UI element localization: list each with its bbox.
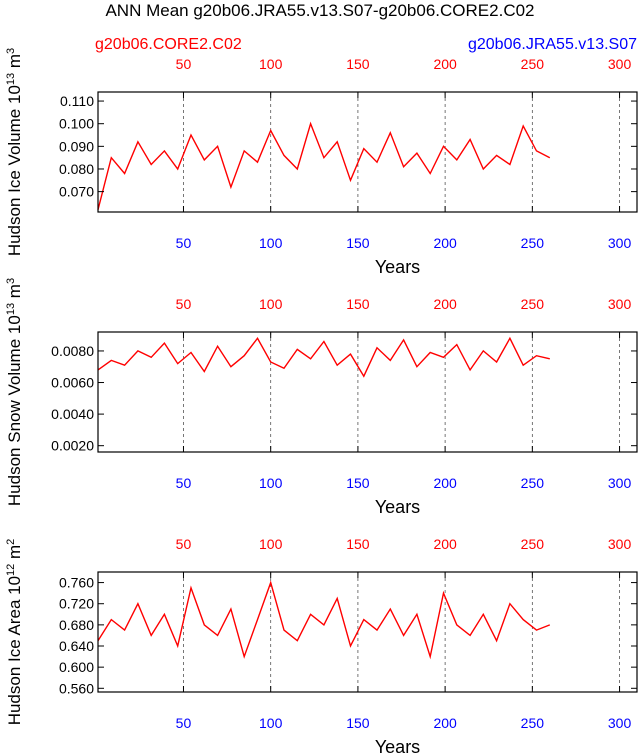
y-axis-label-yunit: 10 bbox=[5, 85, 24, 104]
top-x-tick-label: 300 bbox=[608, 56, 632, 72]
bottom-x-tick-label: 200 bbox=[433, 235, 457, 251]
y-axis-label-yunit-suffix-exp: 3 bbox=[5, 278, 17, 284]
y-axis-label: Hudson Snow Volume 1013 m3 bbox=[5, 278, 24, 506]
x-axis-label: Years bbox=[375, 257, 420, 277]
y-axis-label-yunit-exp: 13 bbox=[5, 73, 17, 85]
y-axis-label-yunit: 10 bbox=[5, 576, 24, 595]
series-line-g20b06-CORE2-C02 bbox=[97, 336, 550, 378]
top-x-tick-label: 250 bbox=[521, 56, 545, 72]
top-x-tick-label: 150 bbox=[346, 296, 370, 312]
top-x-tick-label: 100 bbox=[259, 536, 283, 552]
y-axis-label-yunit-suffix-exp: 3 bbox=[5, 48, 17, 54]
y-tick-label: 0.720 bbox=[59, 596, 94, 612]
figure-title: ANN Mean g20b06.JRA55.v13.S07-g20b06.COR… bbox=[105, 1, 534, 20]
plot-frame bbox=[97, 91, 638, 213]
x-axis-label: Years bbox=[375, 497, 420, 517]
bottom-x-tick-label: 150 bbox=[346, 235, 370, 251]
bottom-x-tick-label: 100 bbox=[259, 475, 283, 491]
top-x-tick-label: 200 bbox=[433, 56, 457, 72]
y-tick-label: 0.600 bbox=[59, 659, 94, 675]
y-tick-label: 0.560 bbox=[59, 680, 94, 696]
top-x-tick-label: 50 bbox=[176, 56, 192, 72]
y-axis-label-yunit-exp: 12 bbox=[5, 564, 17, 576]
bottom-x-tick-label: 200 bbox=[433, 475, 457, 491]
y-tick-label: 0.070 bbox=[59, 184, 94, 200]
bottom-x-tick-label: 50 bbox=[176, 235, 192, 251]
x-axis-label: Years bbox=[375, 737, 420, 753]
y-axis-label-yunit-suffix: m bbox=[5, 545, 24, 564]
plot-frame bbox=[97, 571, 638, 693]
top-x-tick-label: 300 bbox=[608, 536, 632, 552]
bottom-x-tick-label: 150 bbox=[346, 715, 370, 731]
y-tick-label: 0.0020 bbox=[51, 438, 94, 454]
y-axis-label-ylabel: Hudson Ice Volume bbox=[5, 104, 24, 256]
y-tick-label: 0.640 bbox=[59, 638, 94, 654]
chart-panel-1: 0.070 0.080 0.090 0.100 0.110 50 100 150 200 250 3… bbox=[5, 48, 638, 277]
top-x-tick-label: 300 bbox=[608, 296, 632, 312]
top-x-tick-label: 150 bbox=[346, 536, 370, 552]
y-axis-label-yunit-suffix-exp: 2 bbox=[5, 539, 17, 545]
series-line-g20b06-CORE2-C02 bbox=[97, 121, 551, 210]
y-tick-label: 0.0040 bbox=[51, 406, 94, 422]
top-x-tick-label: 250 bbox=[521, 536, 545, 552]
bottom-x-tick-label: 150 bbox=[346, 475, 370, 491]
y-tick-label: 0.110 bbox=[60, 93, 94, 109]
top-x-tick-label: 200 bbox=[433, 536, 457, 552]
y-tick-label: 0.0080 bbox=[51, 343, 94, 359]
bottom-x-tick-label: 100 bbox=[259, 235, 283, 251]
y-axis-label-ylabel: Hudson Snow Volume bbox=[5, 334, 24, 506]
top-x-tick-label: 200 bbox=[433, 296, 457, 312]
y-tick-label: 0.0060 bbox=[51, 375, 94, 391]
bottom-x-tick-label: 300 bbox=[608, 475, 632, 491]
bottom-x-tick-label: 100 bbox=[259, 715, 283, 731]
top-x-tick-label: 100 bbox=[259, 56, 283, 72]
legend-core2: g20b06.CORE2.C02 bbox=[95, 36, 242, 53]
y-axis-label-yunit-suffix: m bbox=[5, 54, 24, 73]
y-tick-label: 0.680 bbox=[59, 617, 94, 633]
series-line-g20b06-CORE2-C02 bbox=[97, 580, 551, 660]
y-tick-label: 0.090 bbox=[59, 138, 94, 154]
top-x-tick-label: 100 bbox=[259, 296, 283, 312]
y-tick-label: 0.080 bbox=[59, 161, 94, 177]
chart-panel-2: 0.0020 0.0040 0.0060 0.0080 50 100 150 200 250 30… bbox=[5, 278, 638, 517]
y-axis-label-yunit: 10 bbox=[5, 315, 24, 334]
top-x-tick-label: 250 bbox=[521, 296, 545, 312]
y-tick-label: 0.100 bbox=[59, 116, 94, 132]
y-axis-label-yunit-exp: 13 bbox=[5, 303, 17, 315]
y-axis-label: Hudson Ice Volume 1013 m3 bbox=[5, 48, 24, 256]
plot-frame bbox=[97, 331, 638, 453]
top-x-tick-label: 50 bbox=[176, 296, 192, 312]
bottom-x-tick-label: 50 bbox=[176, 475, 192, 491]
bottom-x-tick-label: 250 bbox=[521, 715, 545, 731]
top-x-tick-label: 150 bbox=[346, 56, 370, 72]
chart-panel-3: 0.560 0.600 0.640 0.680 0.720 0.760 50 100 150 20… bbox=[5, 536, 638, 753]
bottom-x-tick-label: 200 bbox=[433, 715, 457, 731]
y-tick-label: 0.760 bbox=[59, 575, 94, 591]
bottom-x-tick-label: 300 bbox=[608, 715, 632, 731]
top-x-tick-label: 50 bbox=[176, 536, 192, 552]
bottom-x-tick-label: 250 bbox=[521, 235, 545, 251]
bottom-x-tick-label: 50 bbox=[176, 715, 192, 731]
y-axis-label-ylabel: Hudson Ice Area bbox=[5, 595, 24, 725]
bottom-x-tick-label: 250 bbox=[521, 475, 545, 491]
legend-jra55: g20b06.JRA55.v13.S07 bbox=[468, 36, 637, 53]
y-axis-label-yunit-suffix: m bbox=[5, 284, 24, 303]
bottom-x-tick-label: 300 bbox=[608, 235, 632, 251]
y-axis-label: Hudson Ice Area 1012 m2 bbox=[5, 539, 24, 726]
